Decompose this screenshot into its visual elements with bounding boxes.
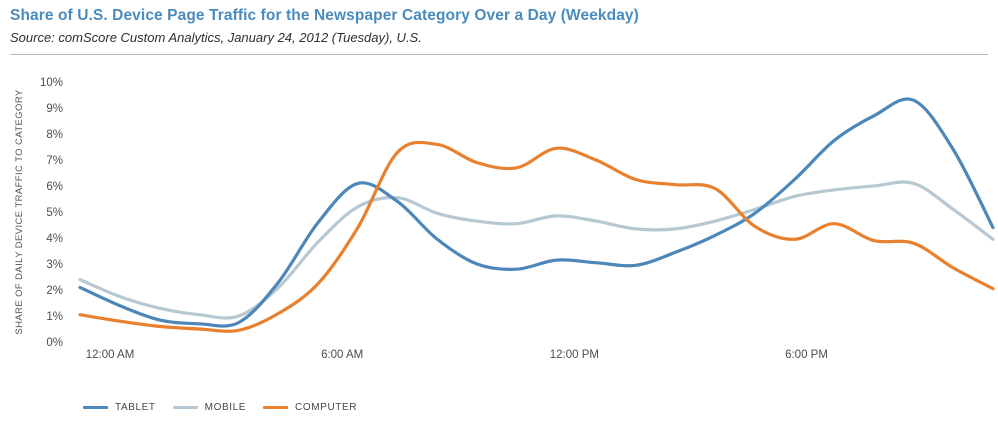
x-tick-label: 6:00 PM	[785, 349, 828, 361]
y-tick-label: 6%	[46, 181, 63, 193]
legend-label-mobile: MOBILE	[204, 402, 247, 413]
mobile-line-swatch-icon	[172, 406, 198, 409]
y-tick-label: 1%	[46, 311, 63, 323]
computer-line-swatch-icon	[263, 406, 289, 409]
legend-item-tablet: TABLET	[83, 402, 156, 413]
y-tick-label: 9%	[46, 103, 63, 115]
tablet-series-line	[78, 97, 995, 328]
legend-item-computer: COMPUTER	[263, 402, 357, 413]
legend-label-computer: COMPUTER	[295, 402, 358, 413]
header-divider	[10, 54, 988, 55]
y-tick-label: 10%	[40, 77, 63, 89]
y-tick-label: 5%	[46, 207, 63, 219]
legend-label-tablet: TABLET	[115, 402, 156, 413]
x-tick-label: 6:00 AM	[321, 349, 363, 361]
y-axis-title: SHARE OF DAILY DEVICE TRAFFIC TO CATEGOR…	[14, 89, 25, 335]
line-chart: SHARE OF DAILY DEVICE TRAFFIC TO CATEGOR…	[0, 66, 998, 366]
y-tick-label: 2%	[46, 285, 63, 297]
tablet-line-swatch-icon	[83, 406, 108, 409]
y-tick-label: 4%	[46, 233, 63, 245]
y-tick-label: 3%	[46, 259, 63, 271]
mobile-series-line	[78, 180, 995, 320]
y-tick-label: 7%	[46, 155, 63, 167]
x-tick-label: 12:00 PM	[550, 349, 599, 361]
chart-title: Share of U.S. Device Page Traffic for th…	[10, 7, 639, 24]
computer-series-line	[78, 140, 995, 333]
x-tick-label: 12:00 AM	[86, 349, 135, 361]
report-header: Share of U.S. Device Page Traffic for th…	[0, 0, 998, 55]
chart-source: Source: comScore Custom Analytics, Janua…	[10, 30, 422, 45]
chart-legend: TABLET MOBILE COMPUTER	[83, 402, 998, 413]
y-tick-label: 8%	[46, 129, 63, 141]
legend-item-mobile: MOBILE	[172, 402, 247, 413]
plot-svg: SHARE OF DAILY DEVICE TRAFFIC TO CATEGOR…	[14, 77, 995, 361]
y-tick-label: 0%	[46, 337, 63, 349]
